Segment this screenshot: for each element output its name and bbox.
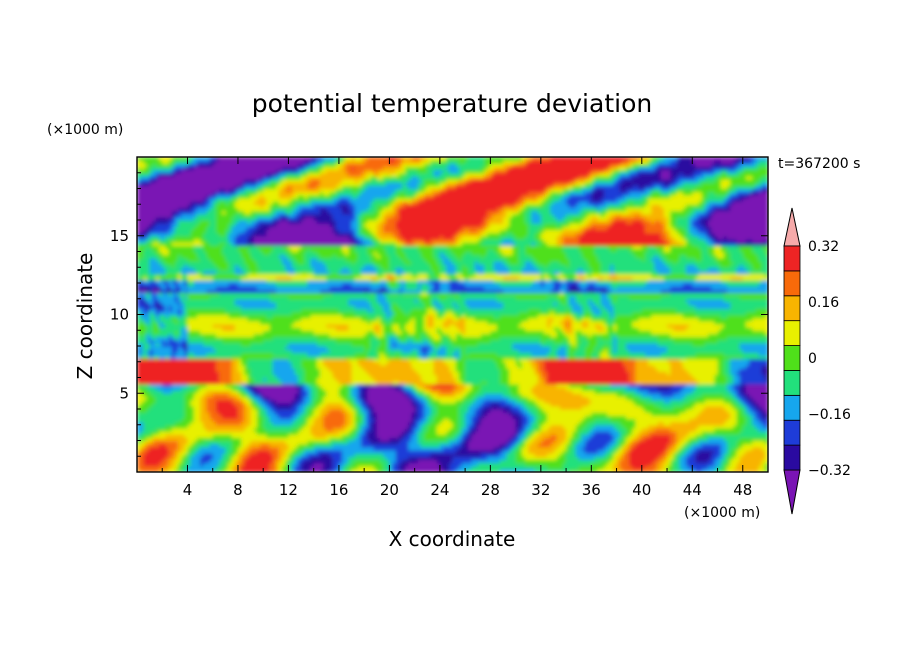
plot-area xyxy=(137,157,769,473)
contour-fill xyxy=(137,157,769,473)
y-axis-unit: (×1000 m) xyxy=(47,122,123,138)
chart-title: potential temperature deviation xyxy=(252,89,652,118)
time-label: t=367200 s xyxy=(778,156,860,172)
contour-field xyxy=(137,157,769,473)
